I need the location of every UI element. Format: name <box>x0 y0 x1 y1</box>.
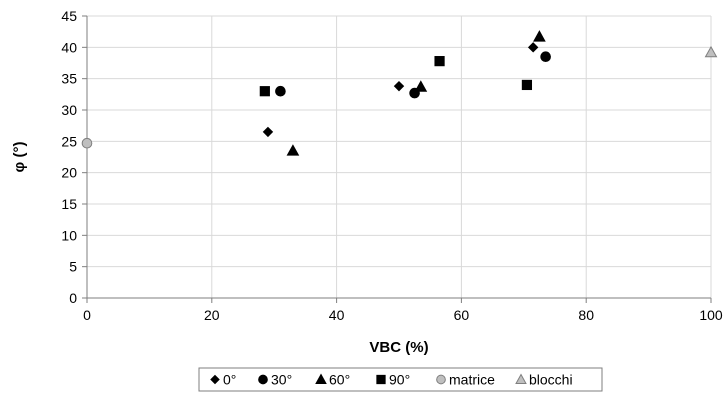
data-point-diamond <box>393 80 405 92</box>
x-axis-title: VBC (%) <box>369 339 428 356</box>
y-axis-title: φ (°) <box>11 142 28 173</box>
axes <box>82 15 712 303</box>
legend-label: 60° <box>329 372 350 388</box>
legend-marker-diamond <box>210 374 220 385</box>
data-point-square <box>521 79 533 91</box>
x-tick-label: 60 <box>454 307 470 323</box>
y-tick-label: 25 <box>61 133 77 149</box>
y-tick-label: 0 <box>69 290 77 306</box>
x-tick-label: 40 <box>329 307 345 323</box>
data-point-triangle <box>533 30 546 42</box>
legend: 0° 30° 60° 90° matrice blocchi <box>198 367 603 392</box>
legend-label: blocchi <box>529 372 573 388</box>
y-tick-label: 5 <box>69 259 77 275</box>
legend-marker-square <box>376 374 386 385</box>
x-tick-label: 0 <box>83 307 91 323</box>
y-tick-label: 10 <box>61 227 77 243</box>
legend-marker-circle <box>258 374 268 385</box>
data-point-circle <box>540 51 551 63</box>
data-point-circle <box>81 137 93 149</box>
legend-marker-triangle <box>515 373 527 384</box>
x-tick-label: 20 <box>204 307 220 323</box>
y-tick-label: 40 <box>61 39 77 55</box>
legend-label: 0° <box>223 372 236 388</box>
data-point-square <box>434 56 445 67</box>
data-point-square <box>259 86 270 97</box>
y-tick-label: 35 <box>61 71 77 87</box>
data-point-triangle <box>704 45 718 58</box>
legend-marker-triangle <box>315 373 327 384</box>
data-point-triangle <box>286 144 300 156</box>
data-points <box>81 30 718 156</box>
x-tick-label: 100 <box>699 307 723 323</box>
legend-label: matrice <box>449 372 495 388</box>
data-point-diamond <box>262 126 274 138</box>
data-point-diamond <box>527 42 539 53</box>
legend-box <box>198 367 603 392</box>
grid-lines <box>86 15 712 299</box>
y-tick-label: 45 <box>61 8 77 24</box>
data-point-circle <box>275 85 286 97</box>
y-tick-label: 20 <box>61 165 77 181</box>
legend-label: 90° <box>389 372 410 388</box>
tick-labels: 0 5 10 15 20 25 30 35 40 45 0 20 40 60 80 100 <box>61 8 722 323</box>
data-point-triangle <box>414 80 428 92</box>
y-tick-label: 30 <box>61 102 77 118</box>
y-tick-label: 15 <box>61 196 77 212</box>
x-tick-label: 80 <box>578 307 594 323</box>
legend-marker-circle <box>436 374 446 385</box>
legend-label: 30° <box>271 372 292 388</box>
